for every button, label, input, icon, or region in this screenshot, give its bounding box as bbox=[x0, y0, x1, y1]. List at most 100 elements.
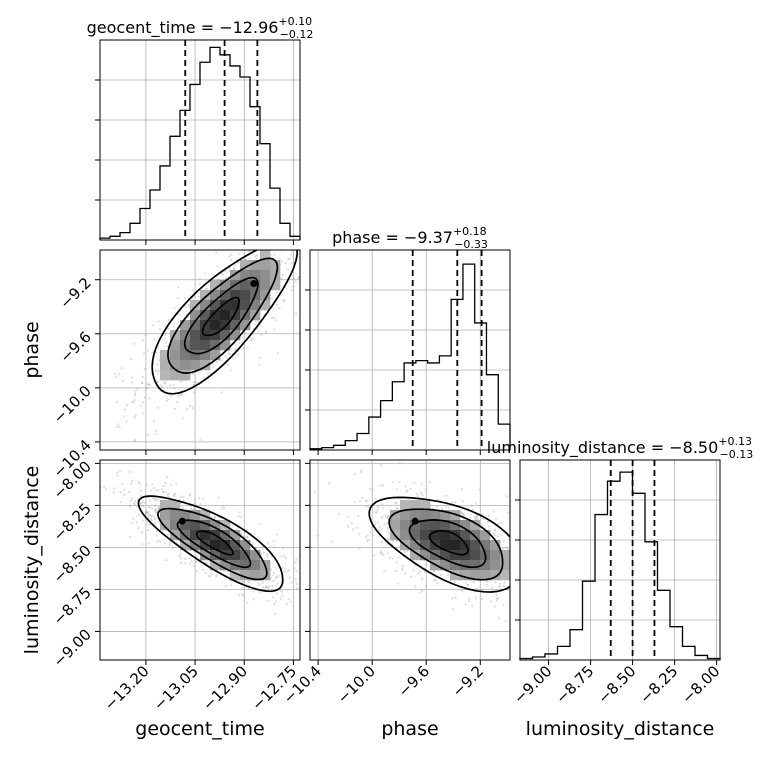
density-cell bbox=[260, 280, 271, 291]
density-cell bbox=[180, 370, 191, 381]
sample-point bbox=[467, 506, 470, 509]
sample-point bbox=[238, 341, 241, 344]
sample-point bbox=[481, 588, 484, 591]
sample-point bbox=[230, 584, 233, 587]
sample-point bbox=[204, 571, 207, 574]
sample-point bbox=[376, 521, 379, 524]
sample-point bbox=[378, 525, 381, 528]
sample-point bbox=[461, 589, 464, 592]
density-cell bbox=[240, 320, 251, 331]
density-cell bbox=[250, 300, 261, 311]
contour-line bbox=[137, 495, 284, 593]
density-cell bbox=[190, 540, 201, 551]
density-cell bbox=[230, 290, 241, 301]
sample-point bbox=[144, 512, 147, 515]
sample-point bbox=[445, 494, 448, 497]
sample-point bbox=[255, 546, 258, 550]
sample-point bbox=[248, 250, 251, 254]
sample-point bbox=[386, 527, 389, 530]
sample-point bbox=[505, 495, 508, 498]
sample-point bbox=[148, 513, 152, 516]
title-value: geocent_time = −12.96 bbox=[87, 18, 279, 38]
sample-point bbox=[224, 355, 227, 358]
sample-point bbox=[131, 522, 134, 525]
contour-line bbox=[408, 519, 487, 569]
sample-point bbox=[118, 426, 121, 429]
sample-point bbox=[416, 494, 420, 498]
sample-point bbox=[415, 492, 418, 496]
sample-point bbox=[125, 420, 128, 423]
sample-point bbox=[386, 538, 389, 541]
sample-point bbox=[189, 405, 192, 408]
sample-point bbox=[275, 576, 279, 579]
sample-point bbox=[242, 347, 245, 350]
sample-point bbox=[478, 488, 481, 491]
sample-point bbox=[383, 569, 386, 573]
sample-point bbox=[133, 398, 136, 401]
density-cell bbox=[160, 360, 171, 371]
title-upper-error: +0.10 bbox=[278, 15, 312, 28]
sample-point bbox=[163, 382, 166, 385]
sample-point bbox=[292, 285, 295, 288]
density-cell bbox=[200, 290, 211, 301]
panel-content bbox=[310, 460, 510, 660]
sample-point bbox=[148, 397, 151, 400]
sample-point bbox=[173, 495, 176, 498]
density-cell bbox=[450, 520, 461, 531]
panel-frame bbox=[519, 459, 721, 661]
density-cell bbox=[170, 360, 181, 371]
density-cell bbox=[190, 520, 201, 531]
density-cell bbox=[270, 270, 281, 281]
sample-point bbox=[246, 601, 249, 604]
sample-point bbox=[172, 493, 176, 496]
sample-point bbox=[272, 317, 276, 320]
sample-point bbox=[366, 539, 369, 542]
sample-point bbox=[151, 351, 154, 354]
sample-point bbox=[273, 545, 276, 549]
density-cell bbox=[400, 500, 411, 511]
sample-point bbox=[147, 510, 150, 514]
sample-point bbox=[122, 488, 126, 491]
sample-point bbox=[156, 372, 159, 375]
sample-point bbox=[266, 555, 269, 558]
density-cell bbox=[270, 260, 281, 271]
density-cell bbox=[200, 530, 211, 541]
sample-point bbox=[137, 514, 140, 517]
sample-point bbox=[133, 503, 136, 506]
density-cell bbox=[430, 510, 441, 521]
density-cell bbox=[160, 500, 171, 511]
sample-point bbox=[189, 507, 193, 510]
sample-point bbox=[179, 553, 182, 556]
sample-point bbox=[275, 575, 278, 579]
sample-point bbox=[271, 574, 274, 577]
density-cell bbox=[440, 560, 451, 571]
sample-point bbox=[152, 420, 155, 423]
sample-point bbox=[154, 510, 157, 513]
sample-point bbox=[184, 305, 187, 308]
sample-point bbox=[275, 567, 278, 570]
sample-point bbox=[498, 582, 501, 585]
sample-point bbox=[496, 535, 499, 538]
density-cell bbox=[240, 560, 251, 571]
sample-point bbox=[133, 342, 136, 345]
density-cell bbox=[500, 560, 510, 571]
sample-point bbox=[503, 581, 506, 584]
sample-point bbox=[267, 585, 270, 588]
sample-point bbox=[167, 495, 170, 498]
sample-point bbox=[297, 276, 300, 280]
contour-line bbox=[167, 257, 279, 374]
contour-line bbox=[183, 276, 259, 355]
density-cell bbox=[260, 250, 271, 261]
sample-point bbox=[217, 516, 220, 519]
panel-frame bbox=[309, 249, 511, 451]
density-cell bbox=[170, 500, 181, 511]
sample-point bbox=[495, 597, 498, 600]
sample-point bbox=[474, 517, 477, 520]
density-cell bbox=[230, 570, 241, 581]
sample-point bbox=[272, 571, 276, 575]
sample-point bbox=[252, 337, 255, 340]
sample-point bbox=[209, 371, 212, 374]
density-cell bbox=[230, 550, 241, 561]
density-cell bbox=[160, 350, 171, 361]
sample-point bbox=[113, 487, 116, 490]
